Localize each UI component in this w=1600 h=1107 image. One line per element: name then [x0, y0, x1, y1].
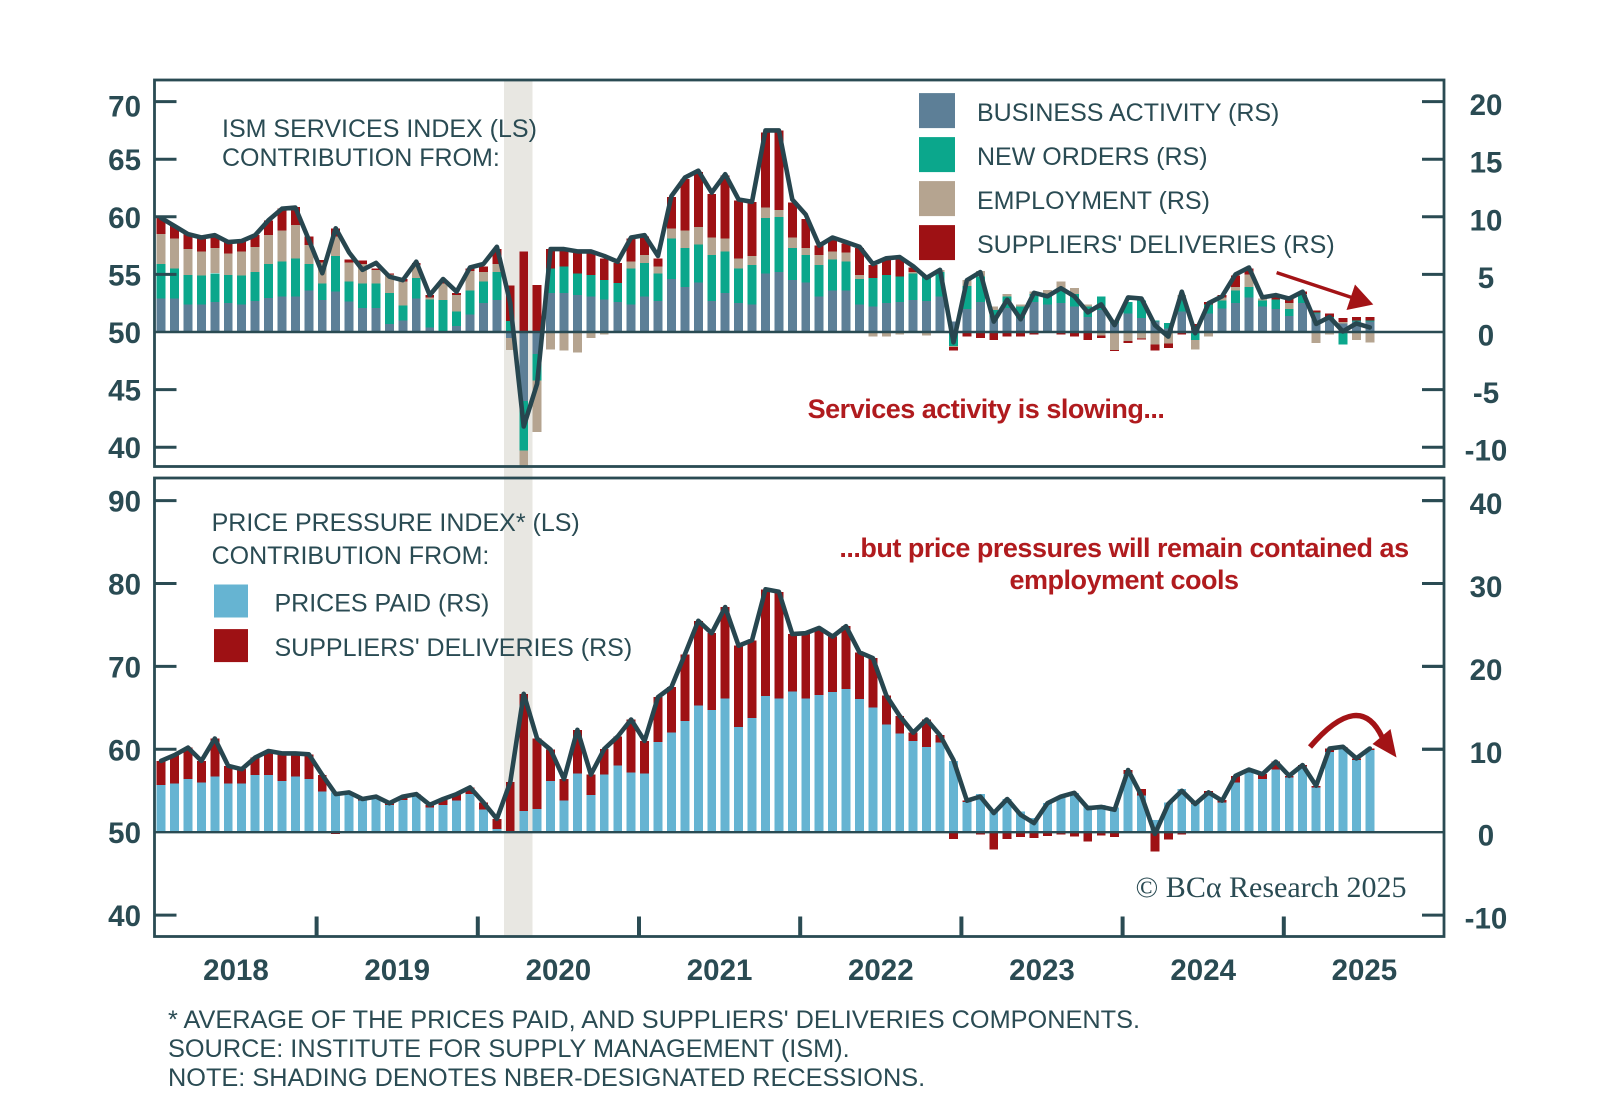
svg-text:40: 40: [108, 432, 141, 465]
svg-text:80: 80: [108, 569, 141, 602]
svg-text:© BCα Research 2025: © BCα Research 2025: [1136, 871, 1407, 904]
svg-text:CONTRIBUTION FROM:: CONTRIBUTION FROM:: [222, 144, 500, 172]
svg-text:15: 15: [1470, 147, 1503, 180]
svg-text:SOURCE: INSTITUTE FOR SUPPLY M: SOURCE: INSTITUTE FOR SUPPLY MANAGEMENT …: [168, 1035, 850, 1063]
svg-text:50: 50: [108, 817, 141, 850]
svg-text:EMPLOYMENT (RS): EMPLOYMENT (RS): [977, 187, 1210, 215]
svg-text:...but price pressures will re: ...but price pressures will remain conta…: [839, 533, 1408, 563]
svg-text:-10: -10: [1465, 903, 1508, 936]
svg-text:45: 45: [108, 375, 141, 408]
svg-text:SUPPLIERS' DELIVERIES (RS): SUPPLIERS' DELIVERIES (RS): [275, 634, 633, 662]
svg-text:PRICE PRESSURE INDEX* (LS): PRICE PRESSURE INDEX* (LS): [212, 509, 580, 537]
svg-text:2022: 2022: [848, 954, 914, 987]
svg-text:20: 20: [1470, 89, 1503, 122]
svg-text:2025: 2025: [1332, 954, 1398, 987]
svg-text:PRICES PAID (RS): PRICES PAID (RS): [275, 590, 490, 618]
svg-text:10: 10: [1470, 204, 1503, 237]
svg-text:2018: 2018: [203, 954, 269, 987]
svg-text:2023: 2023: [1009, 954, 1075, 987]
svg-text:65: 65: [108, 144, 141, 177]
svg-text:90: 90: [108, 486, 141, 519]
svg-text:40: 40: [1470, 488, 1503, 521]
svg-text:-5: -5: [1473, 377, 1499, 410]
svg-text:employment cools: employment cools: [1009, 565, 1238, 595]
svg-text:5: 5: [1478, 262, 1494, 295]
svg-text:60: 60: [108, 734, 141, 767]
svg-text:NOTE: SHADING DENOTES NBER-DES: NOTE: SHADING DENOTES NBER-DESIGNATED RE…: [168, 1064, 925, 1092]
svg-text:10: 10: [1470, 737, 1503, 770]
svg-text:60: 60: [108, 202, 141, 235]
svg-text:SUPPLIERS' DELIVERIES (RS): SUPPLIERS' DELIVERIES (RS): [977, 231, 1335, 259]
svg-text:40: 40: [108, 900, 141, 933]
svg-text:70: 70: [108, 91, 141, 124]
svg-text:20: 20: [1470, 654, 1503, 687]
svg-text:30: 30: [1470, 571, 1503, 604]
svg-text:CONTRIBUTION FROM:: CONTRIBUTION FROM:: [212, 542, 490, 570]
svg-text:2019: 2019: [364, 954, 430, 987]
svg-text:55: 55: [108, 259, 141, 292]
svg-text:Services activity is slowing..: Services activity is slowing...: [808, 394, 1165, 424]
svg-text:0: 0: [1478, 820, 1494, 853]
svg-text:ISM SERVICES INDEX (LS): ISM SERVICES INDEX (LS): [222, 115, 537, 143]
svg-text:2021: 2021: [687, 954, 753, 987]
svg-text:0: 0: [1478, 320, 1494, 353]
svg-text:2024: 2024: [1170, 954, 1236, 987]
svg-text:-10: -10: [1465, 435, 1508, 468]
svg-text:50: 50: [108, 317, 141, 350]
svg-text:70: 70: [108, 651, 141, 684]
svg-text:* AVERAGE OF THE PRICES PAID,: * AVERAGE OF THE PRICES PAID, AND SUPPLI…: [168, 1006, 1140, 1034]
svg-text:NEW ORDERS (RS): NEW ORDERS (RS): [977, 143, 1208, 171]
svg-text:BUSINESS ACTIVITY (RS): BUSINESS ACTIVITY (RS): [977, 99, 1279, 127]
svg-text:2020: 2020: [526, 954, 592, 987]
